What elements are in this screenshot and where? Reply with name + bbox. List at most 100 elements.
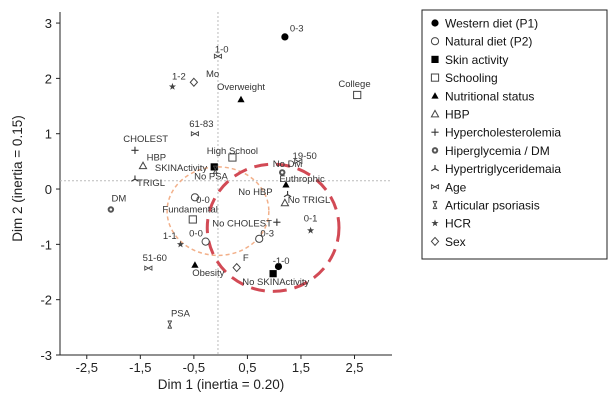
data-point: Mo: [189, 69, 219, 87]
y-tick-label: -3: [40, 348, 52, 363]
point-label: No HBP: [238, 187, 272, 198]
legend-item-label: Hiperglycemia / DM: [445, 144, 550, 158]
square-open-marker: [353, 90, 362, 100]
bowtie-marker: [144, 265, 153, 271]
x-tick-label: -1,5: [129, 360, 151, 375]
data-point: 0-3: [255, 228, 274, 243]
star-marker: [176, 240, 185, 248]
cluster-ellipses: [166, 162, 341, 293]
legend-item: Schooling: [430, 71, 498, 85]
hourglass-marker: [432, 200, 438, 210]
point-label: Overweight: [217, 82, 265, 93]
bowtie-marker: [430, 184, 440, 190]
data-point: Obesity: [191, 261, 225, 279]
legend-item: Sex: [430, 235, 466, 249]
legend-item-label: HCR: [445, 217, 471, 231]
point-label: High School: [207, 146, 258, 157]
y-tick-label: 1: [45, 127, 52, 142]
legend-item: HBP: [430, 108, 470, 122]
data-point: Euthrophic: [279, 174, 325, 188]
tri-tick-marker: [131, 175, 139, 182]
x-tick-label: 1,5: [292, 360, 310, 375]
data-points: 0-3 0-0 0-0 0-3 -1-0 SKINActivity No SKINActiv…: [107, 24, 371, 329]
point-label: Mo: [206, 69, 219, 80]
x-tick-label: 0,5: [238, 360, 256, 375]
x-tick-label: 2,5: [345, 360, 363, 375]
point-label: -1-0: [273, 256, 290, 267]
data-point: -1-0: [273, 256, 290, 271]
y-tick-label: -1: [40, 237, 52, 252]
point-label: 0-3: [290, 24, 304, 35]
flower-marker: [431, 147, 439, 154]
flower-marker: [107, 206, 115, 213]
y-axis-ticks: -3 -2 -1 0 1 2 3: [40, 16, 60, 363]
data-point: TRIGL: [131, 175, 165, 189]
point-label: No DM: [273, 159, 303, 170]
diamond-open-marker: [232, 262, 241, 273]
diamond-open-marker: [430, 236, 440, 247]
triangle-filled-marker: [431, 92, 439, 99]
triangle-open-marker: [280, 198, 290, 207]
square-filled-marker: [431, 55, 439, 63]
data-point: 1-2: [168, 72, 186, 90]
circle-open-marker: [255, 234, 264, 243]
data-point: No SKINActivity: [242, 270, 310, 288]
x-axis-ticks: -2,5 -1,5 -0,5 0,5 1,5 2,5: [76, 355, 364, 375]
legend-item-label: Hypercholesterolemia: [445, 126, 561, 140]
legend-box: [421, 9, 608, 260]
data-point: 1-0: [213, 45, 229, 59]
reference-lines: [60, 12, 392, 355]
triangle-open-marker: [430, 109, 440, 118]
bowtie-marker: [294, 158, 303, 165]
point-label: TRIGL: [137, 178, 165, 189]
star-marker: [431, 219, 439, 227]
data-point: 51-60: [143, 253, 167, 271]
data-point: No HBP: [238, 187, 290, 207]
bowtie-marker: [213, 53, 223, 59]
circle-filled-marker: [431, 19, 439, 27]
star-marker: [307, 226, 315, 234]
legend-item: Western diet (P1): [431, 17, 538, 31]
tri-tick-marker: [431, 165, 439, 172]
legend-item: Hypertriglyceridemaia: [431, 162, 561, 176]
data-point: 0-0: [189, 228, 210, 246]
data-point: Fundamental: [162, 205, 218, 224]
legend-item-label: Natural diet (P2): [445, 35, 532, 49]
legend-item-label: Hypertriglyceridemaia: [445, 162, 561, 176]
legend-item: Nutritional status: [431, 89, 534, 103]
y-tick-label: 0: [45, 182, 52, 197]
star-marker: [168, 82, 177, 90]
data-point: 0-0: [190, 193, 210, 206]
point-label: No TRIGL: [288, 195, 331, 206]
point-label: SKINActivity: [155, 163, 208, 174]
plus-marker: [431, 128, 439, 136]
y-tick-label: 2: [45, 71, 52, 86]
triangle-open-marker: [138, 161, 148, 170]
point-label: 19-50: [293, 151, 317, 162]
data-point: Overweight: [217, 82, 265, 103]
data-point: No PSA: [194, 165, 229, 182]
point-label: 61-83: [189, 119, 213, 130]
point-label: No PSA: [194, 171, 228, 182]
data-point: HBP: [138, 152, 166, 170]
legend-item: Hiperglycemia / DM: [431, 144, 550, 158]
y-tick-label: 3: [45, 16, 52, 31]
square-filled-marker: [269, 270, 277, 278]
legend-item: Skin activity: [431, 53, 508, 67]
hourglass-marker: [213, 165, 218, 174]
point-label: 51-60: [143, 253, 167, 264]
legend-item: Natural diet (P2): [430, 35, 532, 49]
bowtie-marker: [190, 130, 199, 137]
square-open-marker: [228, 153, 237, 162]
circle-open-marker: [190, 193, 200, 202]
point-label: Obesity: [192, 268, 224, 279]
data-point: 0-1: [304, 213, 318, 234]
point-label: DM: [112, 193, 127, 204]
plus-marker: [131, 146, 139, 154]
point-label: 0-1: [304, 213, 318, 224]
data-point: 0-3: [281, 24, 304, 41]
point-label: Fundamental: [162, 205, 217, 216]
data-point: F: [232, 253, 249, 273]
x-tick-label: -0,5: [183, 360, 205, 375]
